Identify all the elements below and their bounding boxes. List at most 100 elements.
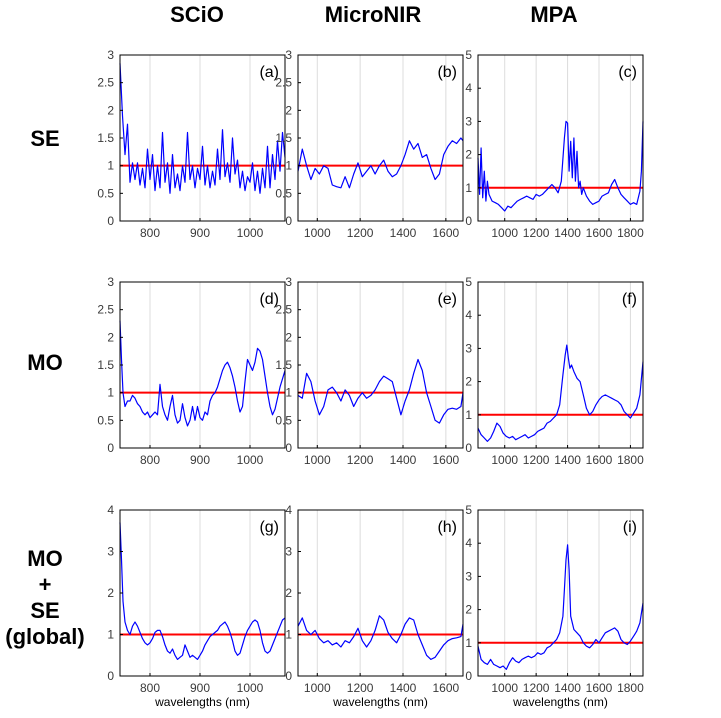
y-tick-label-f-2: 2 (465, 375, 472, 389)
panel-label-b: (b) (437, 64, 457, 81)
x-tick-label-e-1000: 1000 (304, 453, 331, 467)
series-line-g-0 (119, 522, 286, 661)
axes-box-c (477, 54, 644, 222)
y-tick-label-a-1.5: 1.5 (97, 131, 114, 145)
y-tick-label-e-1.5: 1.5 (275, 358, 292, 372)
x-tick-label-i-1800: 1800 (617, 681, 644, 695)
y-tick-label-b-2.5: 2.5 (275, 76, 292, 90)
y-tick-label-d-2.5: 2.5 (97, 303, 114, 317)
y-tick-label-f-1: 1 (465, 408, 472, 422)
panel-label-a: (a) (259, 64, 279, 81)
y-tick-label-f-0: 0 (465, 441, 472, 455)
x-tick-label-e-1600: 1600 (433, 453, 460, 467)
x-tick-label-b-1000: 1000 (304, 226, 331, 240)
y-tick-label-c-3: 3 (465, 114, 472, 128)
x-tick-label-a-900: 900 (190, 226, 210, 240)
x-axis-label-i: wavelengths (nm) (512, 695, 608, 709)
x-tick-label-f-1200: 1200 (523, 453, 550, 467)
y-tick-label-i-5: 5 (465, 503, 472, 517)
x-tick-label-a-1000: 1000 (237, 226, 264, 240)
y-tick-label-f-4: 4 (465, 308, 472, 322)
panel-label-h: (h) (437, 519, 457, 536)
column-title-scio: SCiO (170, 2, 224, 27)
y-tick-label-g-3: 3 (107, 545, 114, 559)
y-tick-label-d-0: 0 (107, 441, 114, 455)
y-tick-label-d-1: 1 (107, 386, 114, 400)
y-tick-label-i-4: 4 (465, 536, 472, 550)
x-tick-label-e-1400: 1400 (390, 453, 417, 467)
x-tick-label-h-1400: 1400 (390, 681, 417, 695)
y-tick-label-a-2: 2 (107, 103, 114, 117)
row-label-se-line: SE (30, 126, 60, 151)
x-tick-label-h-1200: 1200 (347, 681, 374, 695)
y-tick-label-e-0.5: 0.5 (275, 413, 292, 427)
x-tick-label-c-1200: 1200 (523, 226, 550, 240)
x-tick-label-g-800: 800 (140, 681, 160, 695)
y-tick-label-g-4: 4 (107, 503, 114, 517)
y-tick-label-f-3: 3 (465, 341, 472, 355)
y-tick-label-h-1: 1 (285, 628, 292, 642)
x-tick-label-f-1000: 1000 (491, 453, 518, 467)
y-tick-label-a-2.5: 2.5 (97, 76, 114, 90)
y-tick-label-h-0: 0 (285, 669, 292, 683)
series-line-a-0 (119, 63, 286, 194)
y-tick-label-e-3: 3 (285, 275, 292, 289)
series-line-h-0 (297, 615, 464, 661)
y-tick-label-c-4: 4 (465, 81, 472, 95)
row-label-global-line-1: MO (27, 546, 63, 571)
series-line-b-0 (297, 137, 464, 189)
panel-label-c: (c) (618, 64, 637, 81)
y-tick-label-a-1: 1 (107, 159, 114, 173)
y-tick-label-i-0: 0 (465, 669, 472, 683)
x-tick-label-f-1800: 1800 (617, 453, 644, 467)
y-tick-label-b-2: 2 (285, 103, 292, 117)
x-tick-label-d-900: 900 (190, 453, 210, 467)
y-tick-label-a-3: 3 (107, 48, 114, 62)
y-tick-label-h-4: 4 (285, 503, 292, 517)
row-label-mo: MO (0, 350, 90, 376)
panel-label-i: (i) (623, 519, 637, 536)
y-tick-label-e-2: 2 (285, 330, 292, 344)
x-tick-label-a-800: 800 (140, 226, 160, 240)
row-label-global: MO + SE (global) (0, 546, 90, 650)
row-label-global-line-2: + (38, 572, 52, 597)
y-tick-label-d-0.5: 0.5 (97, 413, 114, 427)
x-tick-label-i-1200: 1200 (523, 681, 550, 695)
x-tick-label-c-1400: 1400 (554, 226, 581, 240)
row-label-se: SE (0, 126, 90, 152)
y-tick-label-c-2: 2 (465, 148, 472, 162)
x-tick-label-i-1000: 1000 (491, 681, 518, 695)
panel-label-g: (g) (259, 519, 279, 536)
y-tick-label-g-0: 0 (107, 669, 114, 683)
panel-label-f: (f) (622, 291, 637, 308)
y-tick-label-d-3: 3 (107, 275, 114, 289)
x-tick-label-b-1400: 1400 (390, 226, 417, 240)
series-line-f-0 (477, 344, 644, 442)
panel-label-d: (d) (259, 291, 279, 308)
row-label-mo-line: MO (27, 350, 63, 375)
y-tick-label-i-2: 2 (465, 603, 472, 617)
row-label-global-line-4: (global) (5, 624, 85, 649)
x-tick-label-c-1000: 1000 (491, 226, 518, 240)
x-tick-label-e-1200: 1200 (347, 453, 374, 467)
y-tick-label-i-3: 3 (465, 569, 472, 583)
x-tick-label-i-1400: 1400 (554, 681, 581, 695)
y-tick-label-i-1: 1 (465, 636, 472, 650)
y-tick-label-h-3: 3 (285, 545, 292, 559)
series-line-d-0 (119, 320, 286, 427)
x-tick-label-h-1600: 1600 (433, 681, 460, 695)
x-tick-label-g-1000: 1000 (237, 681, 264, 695)
y-tick-label-e-1: 1 (285, 386, 292, 400)
y-tick-label-b-3: 3 (285, 48, 292, 62)
x-tick-label-b-1200: 1200 (347, 226, 374, 240)
x-tick-label-f-1600: 1600 (586, 453, 613, 467)
y-tick-label-e-2.5: 2.5 (275, 303, 292, 317)
y-tick-label-d-1.5: 1.5 (97, 358, 114, 372)
y-tick-label-b-1.5: 1.5 (275, 131, 292, 145)
x-tick-label-f-1400: 1400 (554, 453, 581, 467)
series-line-e-0 (297, 358, 464, 424)
y-tick-label-e-0: 0 (285, 441, 292, 455)
axes-box-f (477, 281, 644, 449)
y-tick-label-c-1: 1 (465, 181, 472, 195)
